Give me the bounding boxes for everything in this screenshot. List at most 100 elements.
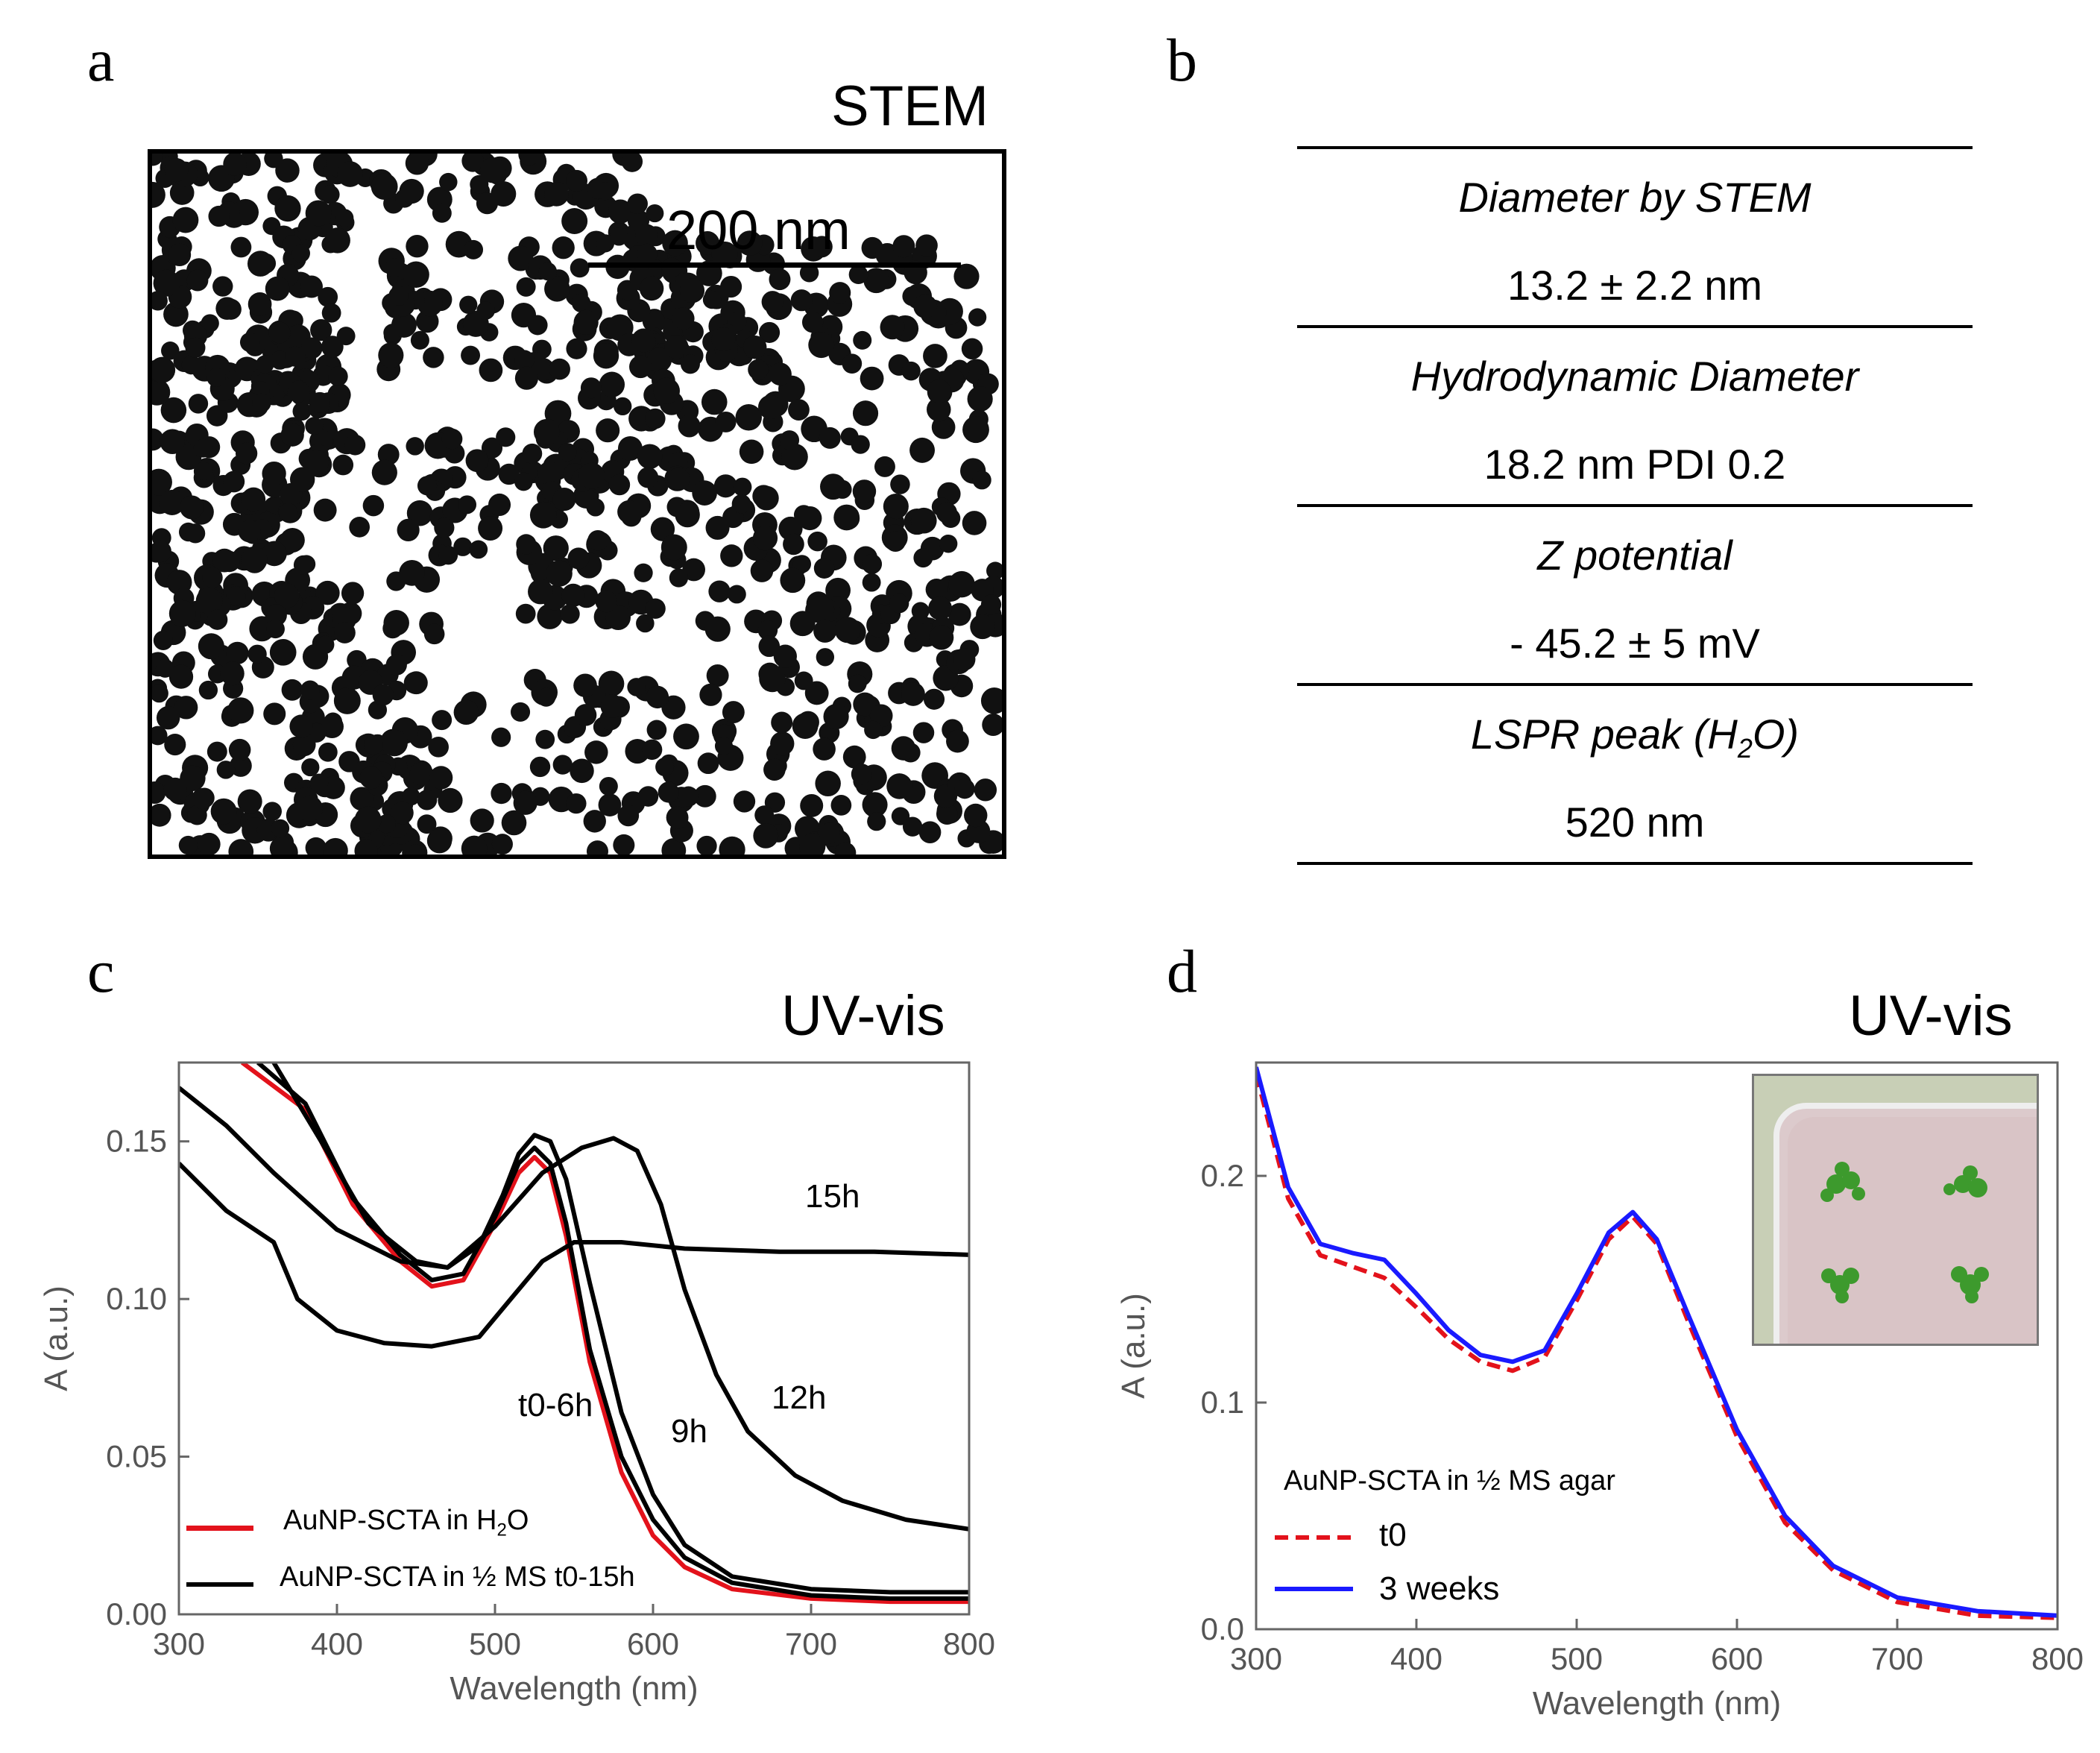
nanoparticle — [848, 674, 867, 693]
nanoparticle — [155, 658, 174, 678]
nanoparticle — [230, 236, 252, 258]
nanoparticle — [927, 379, 951, 403]
nanoparticle — [429, 766, 453, 790]
nanoparticle — [291, 244, 310, 262]
x-axis-label: Wavelength (nm) — [1533, 1685, 1781, 1722]
nanoparticle — [371, 459, 397, 485]
nanoparticle — [769, 268, 791, 291]
nanoparticle — [929, 625, 954, 650]
nanoparticle — [810, 236, 833, 258]
chart-c: 300 400 500 600 700 800 0.00 0.05 0.10 0.15 Wavele… — [38, 1061, 995, 1707]
nanoparticle — [617, 805, 640, 827]
property-value: 520 nm — [1565, 799, 1705, 846]
nanoparticle — [664, 335, 689, 359]
nanoparticle — [344, 434, 366, 456]
nanoparticle — [522, 443, 543, 464]
nanoparticle — [287, 380, 310, 403]
nanoparticle — [627, 193, 648, 215]
nanoparticle — [488, 493, 511, 517]
x-tick-label: 300 — [153, 1626, 205, 1661]
plate-illustration — [1773, 1103, 2037, 1344]
nanoparticle — [617, 500, 640, 523]
nanoparticle — [862, 792, 888, 818]
nanoparticle — [781, 443, 808, 470]
nanoparticle — [829, 282, 851, 304]
nanoparticle — [236, 442, 258, 465]
series-t0 — [1256, 1073, 2058, 1620]
nanoparticle — [595, 590, 617, 613]
nanoparticle — [476, 301, 495, 320]
stem-micrograph: 200 nm — [148, 149, 1006, 859]
nanoparticle — [163, 777, 187, 802]
nanoparticle — [381, 729, 408, 757]
nanoparticle — [634, 224, 658, 248]
nanoparticle — [210, 798, 237, 825]
nanoparticle — [705, 515, 730, 540]
nanoparticle — [678, 786, 699, 807]
nanoparticle — [816, 648, 835, 667]
nanoparticle — [583, 810, 606, 833]
nanoparticle — [180, 765, 206, 792]
nanoparticle — [599, 776, 618, 796]
nanoparticle — [262, 541, 287, 567]
nanoparticle — [201, 314, 219, 333]
nanoparticle — [498, 463, 520, 485]
nanoparticle — [679, 278, 705, 303]
nanoparticle — [567, 547, 590, 570]
nanoparticle — [152, 540, 171, 563]
nanoparticle — [533, 418, 560, 445]
nanoparticle — [901, 361, 921, 381]
nanoparticle — [300, 680, 320, 700]
nanoparticle — [586, 840, 608, 855]
nanoparticle — [617, 435, 643, 461]
nanoparticle — [886, 773, 912, 799]
property-value: 18.2 nm PDI 0.2 — [1483, 441, 1786, 488]
nanoparticle — [891, 736, 916, 761]
nanoparticle — [285, 346, 306, 367]
nanoparticle — [653, 377, 681, 404]
nanoparticle — [315, 580, 340, 605]
nanoparticle — [779, 430, 800, 450]
nanoparticle — [359, 766, 382, 790]
nanoparticle — [426, 828, 453, 854]
nanoparticle — [239, 332, 260, 353]
nanoparticle — [800, 793, 824, 817]
nanoparticle — [297, 555, 316, 573]
nanoparticle — [853, 692, 877, 717]
nanoparticle — [228, 839, 254, 855]
nanoparticle — [790, 289, 813, 312]
x-tick-label: 300 — [1230, 1641, 1282, 1676]
nanoparticle — [733, 790, 756, 813]
nanoparticle — [152, 468, 172, 496]
nanoparticle — [801, 311, 824, 333]
nanoparticle — [241, 546, 268, 573]
seedling-plate-photo — [1752, 1074, 2039, 1346]
nanoparticle — [792, 555, 812, 573]
series-3-weeks — [1256, 1066, 2058, 1618]
nanoparticle — [153, 269, 180, 297]
nanoparticle — [188, 394, 209, 414]
nanoparticle — [178, 835, 198, 855]
nanoparticle — [535, 729, 555, 749]
nanoparticle — [573, 309, 599, 336]
nanoparticle — [238, 520, 261, 543]
curve-label-12h: 12h — [772, 1379, 827, 1416]
nanoparticle — [300, 337, 323, 359]
nanoparticle — [586, 498, 605, 517]
nanoparticle — [912, 722, 935, 743]
nanoparticle — [578, 462, 605, 489]
nanoparticle — [537, 461, 562, 485]
nanoparticle — [798, 506, 822, 531]
nanoparticle — [669, 568, 689, 588]
nanoparticle — [228, 738, 251, 761]
nanoparticle — [275, 158, 300, 183]
nanoparticle — [742, 336, 767, 359]
table-row: Diameter by STEM 13.2 ± 2.2 nm — [1297, 149, 1973, 325]
nanoparticle — [491, 782, 512, 805]
nanoparticle — [753, 823, 779, 849]
nanoparticle — [514, 472, 533, 491]
nanoparticle — [501, 810, 527, 836]
nanoparticle — [883, 493, 909, 520]
nanoparticle — [193, 438, 212, 458]
y-axis-label: A (a.u.) — [38, 1285, 75, 1391]
